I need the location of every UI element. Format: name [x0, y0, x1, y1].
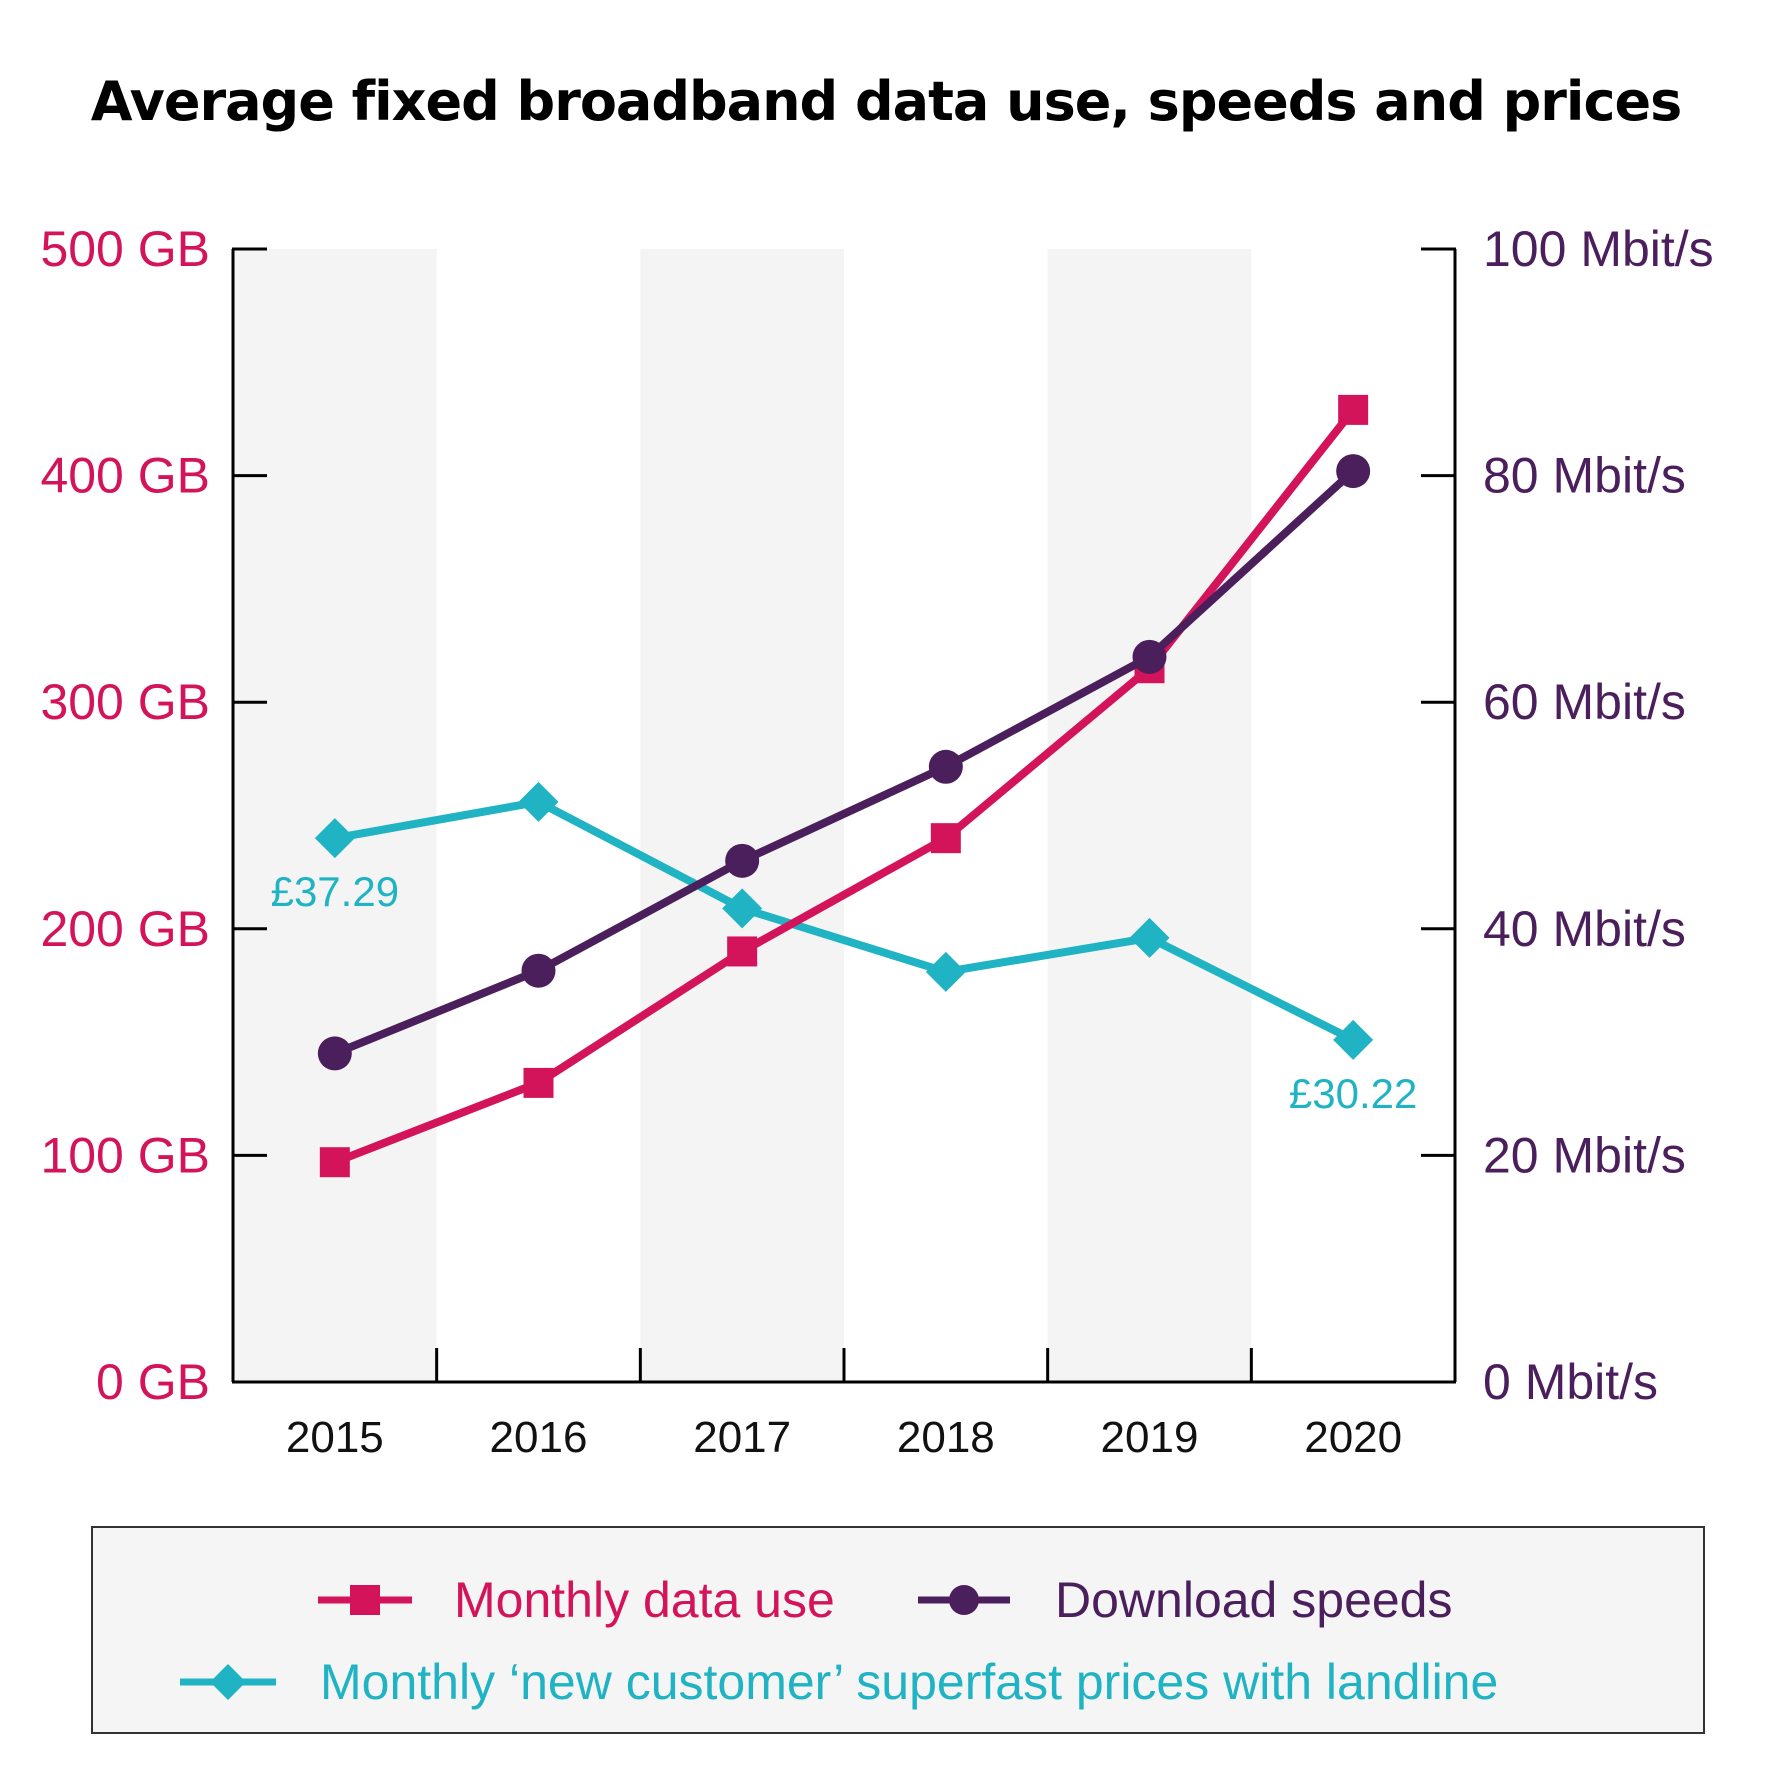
data-point-diamond — [1333, 1019, 1374, 1060]
x-tick-label: 2020 — [1304, 1413, 1402, 1462]
left-tick-label: 400 GB — [40, 448, 210, 504]
left-tick-label: 300 GB — [40, 674, 210, 730]
background-bands — [233, 249, 1252, 1382]
data-point-circle — [521, 953, 556, 988]
data-point-square — [350, 1585, 380, 1615]
data-label: £37.29 — [271, 868, 399, 915]
data-point-square — [523, 1067, 554, 1098]
x-tick-label: 2019 — [1101, 1413, 1199, 1462]
left-axis-ticks: 0 GB 100 GB 200 GB 300 GB 400 GB 500 GB — [40, 221, 267, 1410]
right-tick-label: 60 Mbit/s — [1483, 674, 1686, 730]
background-band — [233, 249, 437, 1382]
x-tick-label: 2017 — [693, 1413, 791, 1462]
data-point-diamond — [210, 1664, 246, 1700]
data-point-diamond — [925, 951, 966, 992]
x-tick-label: 2015 — [286, 1413, 384, 1462]
data-point-diamond — [518, 781, 559, 822]
data-point-circle — [1336, 454, 1371, 489]
chart-title: Average fixed broadband data use, speeds… — [91, 70, 1681, 133]
x-tick-label: 2018 — [897, 1413, 995, 1462]
data-point-circle — [949, 1585, 979, 1615]
legend-box — [91, 1526, 1705, 1734]
right-tick-label: 20 Mbit/s — [1483, 1127, 1686, 1183]
legend: Monthly data use Download speeds Monthly ‘… — [91, 1526, 1705, 1734]
x-tick-label: 2016 — [490, 1413, 588, 1462]
data-point-diamond — [314, 818, 355, 859]
series-line — [333, 468, 1356, 1058]
data-point-circle — [928, 749, 963, 784]
right-tick-label: 0 Mbit/s — [1483, 1354, 1658, 1410]
legend-label: Monthly ‘new customer’ superfast prices … — [320, 1654, 1498, 1710]
data-point-circle — [725, 843, 760, 878]
data-point-circle — [1132, 639, 1167, 674]
data-point-square — [319, 1147, 350, 1178]
left-tick-label: 500 GB — [40, 221, 210, 277]
data-label: £30.22 — [1289, 1070, 1417, 1117]
left-tick-label: 100 GB — [40, 1127, 210, 1183]
background-band — [640, 249, 844, 1382]
data-point-square — [1338, 394, 1369, 425]
right-tick-label: 40 Mbit/s — [1483, 901, 1686, 957]
data-point-diamond — [1129, 917, 1170, 958]
series-line — [334, 797, 1355, 1044]
background-band — [1047, 249, 1252, 1382]
legend-label: Monthly data use — [454, 1572, 835, 1628]
x-axis-ticks: 2015 2016 2017 2018 2019 2020 — [286, 1348, 1402, 1462]
point-labels: £37.29 £30.22 — [271, 868, 1418, 1117]
left-tick-label: 200 GB — [40, 901, 210, 957]
legend-label: Download speeds — [1055, 1572, 1453, 1628]
data-point-circle — [317, 1036, 352, 1071]
right-tick-label: 100 Mbit/s — [1483, 221, 1714, 277]
left-tick-label: 0 GB — [96, 1354, 210, 1410]
series-group — [314, 394, 1374, 1178]
data-point-square — [930, 823, 961, 854]
data-point-diamond — [722, 888, 763, 929]
right-axis-ticks: 0 Mbit/s 20 Mbit/s 40 Mbit/s 60 Mbit/s 80 Mb… — [1421, 221, 1714, 1410]
data-point-square — [727, 936, 758, 967]
right-tick-label: 80 Mbit/s — [1483, 448, 1686, 504]
